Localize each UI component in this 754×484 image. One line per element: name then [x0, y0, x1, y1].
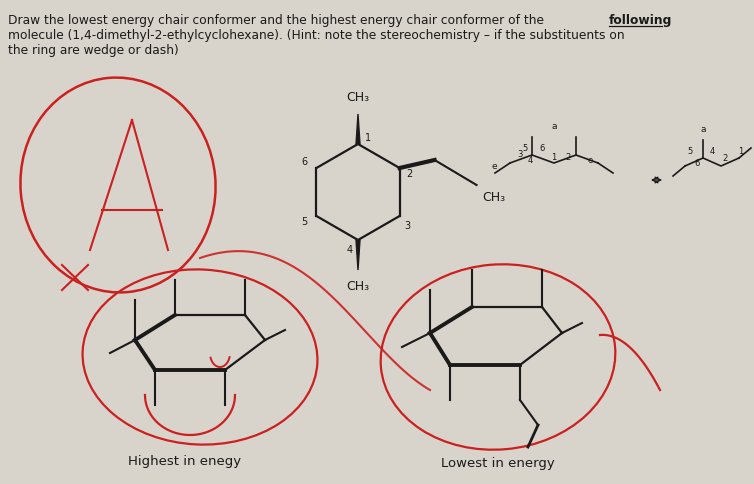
- Text: 2: 2: [406, 169, 412, 179]
- Text: molecule (1,4-dimethyl-2-ethylcyclohexane). (Hint: note the stereochemistry – if: molecule (1,4-dimethyl-2-ethylcyclohexan…: [8, 29, 624, 42]
- Text: CH₃: CH₃: [483, 191, 506, 204]
- Text: 2: 2: [722, 154, 728, 163]
- Polygon shape: [356, 114, 360, 144]
- Polygon shape: [399, 159, 436, 169]
- Text: the ring are wedge or dash): the ring are wedge or dash): [8, 44, 179, 57]
- Text: following: following: [609, 14, 673, 27]
- Text: 1: 1: [365, 133, 371, 143]
- Text: Lowest in energy: Lowest in energy: [441, 457, 555, 470]
- Text: e: e: [587, 156, 593, 165]
- Text: 2: 2: [566, 153, 571, 162]
- Text: 5: 5: [688, 147, 693, 156]
- Text: 6: 6: [539, 144, 544, 153]
- Text: CH₃: CH₃: [346, 280, 369, 293]
- Text: 4: 4: [347, 245, 353, 255]
- Text: 4: 4: [710, 147, 715, 156]
- Text: 5: 5: [523, 144, 528, 153]
- Text: a: a: [551, 122, 556, 131]
- Text: 4: 4: [527, 156, 532, 165]
- Text: a: a: [700, 125, 706, 134]
- Text: CH₃: CH₃: [346, 91, 369, 104]
- Text: 6: 6: [694, 159, 700, 168]
- Text: 1: 1: [738, 147, 743, 156]
- Polygon shape: [356, 240, 360, 270]
- Text: 6: 6: [302, 157, 308, 167]
- Text: e: e: [492, 162, 498, 171]
- Text: Draw the lowest energy chair conformer and the highest energy chair conformer of: Draw the lowest energy chair conformer a…: [8, 14, 548, 27]
- Text: Highest in enegy: Highest in enegy: [128, 455, 241, 468]
- Text: 1: 1: [551, 153, 556, 162]
- Text: 3: 3: [517, 150, 523, 159]
- Text: 5: 5: [302, 217, 308, 227]
- Text: 3: 3: [404, 221, 411, 231]
